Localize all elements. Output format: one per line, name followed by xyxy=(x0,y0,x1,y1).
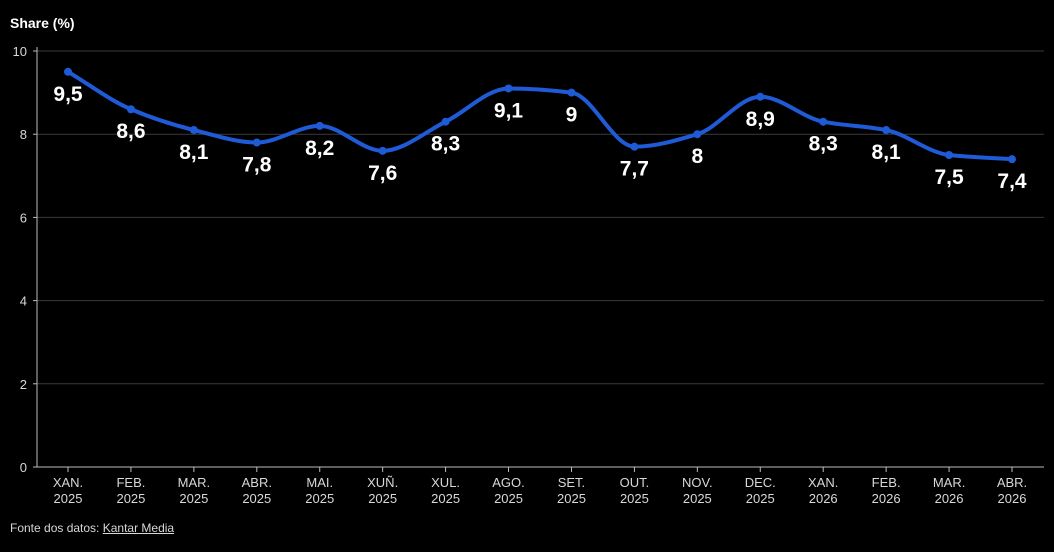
data-point xyxy=(315,121,324,130)
data-label: 8,2 xyxy=(305,137,334,160)
data-point xyxy=(567,88,576,97)
data-label: 8,3 xyxy=(431,133,460,156)
y-tick-label: 10 xyxy=(13,44,27,59)
x-tick-label: MAI. 2025 xyxy=(305,475,334,506)
data-label: 8 xyxy=(691,145,703,168)
data-point xyxy=(882,126,891,135)
x-tick-label: SET. 2025 xyxy=(557,475,586,506)
y-tick-label: 0 xyxy=(20,460,27,475)
series-line xyxy=(66,69,1014,162)
y-tick-label: 6 xyxy=(20,210,27,225)
data-label: 8,6 xyxy=(116,120,145,143)
source-link[interactable]: Kantar Media xyxy=(102,521,175,535)
x-tick-label: ABR. 2026 xyxy=(997,475,1027,506)
data-label: 7,4 xyxy=(997,170,1027,193)
data-label: 7,5 xyxy=(934,166,964,189)
data-point xyxy=(378,146,387,155)
x-tick-label: FEB. 2025 xyxy=(116,475,145,506)
data-point xyxy=(630,142,639,151)
x-tick-label: XUL. 2025 xyxy=(431,475,460,506)
y-tick-label: 8 xyxy=(20,127,27,142)
x-tick-label: DEC. 2025 xyxy=(745,475,776,506)
data-point xyxy=(441,117,450,126)
data-point xyxy=(189,126,198,135)
data-label: 9 xyxy=(566,104,578,127)
series-share xyxy=(64,67,1016,164)
source-prefix: Fonte dos datos: xyxy=(10,521,100,535)
data-point xyxy=(1008,155,1016,164)
x-tick-label: OUT. 2025 xyxy=(620,475,650,506)
data-label: 8,1 xyxy=(872,141,902,164)
x-tick-label: XAN. 2026 xyxy=(808,475,838,506)
data-point xyxy=(252,138,261,147)
data-point xyxy=(504,84,513,93)
x-tick-label: MAR. 2026 xyxy=(933,475,966,506)
grid-lines xyxy=(37,50,1044,385)
x-tick-label: XAN. 2025 xyxy=(53,475,83,506)
x-tick-label: AGO. 2025 xyxy=(492,475,525,506)
x-tick-label: MAR. 2025 xyxy=(178,475,211,506)
data-point xyxy=(945,151,954,159)
data-label: 8,3 xyxy=(809,133,838,156)
y-axis-ticks: 0 2 4 6 8 10 xyxy=(13,44,37,475)
data-point xyxy=(64,67,72,76)
data-labels: 9,5 8,6 8,1 7,8 8,2 7,6 8,3 9,1 9 7,7 8 8,9 8,3 8,1 7,… xyxy=(53,83,1027,193)
data-label: 7,7 xyxy=(620,158,649,181)
data-label: 8,9 xyxy=(746,108,775,131)
data-label: 8,1 xyxy=(179,141,209,164)
data-label: 7,8 xyxy=(242,154,272,177)
data-point xyxy=(126,105,135,114)
x-tick-label: XUÑ. 2025 xyxy=(367,475,398,506)
y-axis-title: Share (%) xyxy=(10,15,75,31)
source-note: Fonte dos datos: Kantar Media xyxy=(10,521,174,535)
data-point xyxy=(819,117,828,126)
data-label: 7,6 xyxy=(368,162,397,185)
y-tick-label: 4 xyxy=(20,294,27,309)
data-label: 9,1 xyxy=(494,99,524,122)
data-point xyxy=(693,130,702,139)
x-tick-label: ABR. 2025 xyxy=(242,475,272,506)
y-tick-label: 2 xyxy=(20,377,27,392)
x-tick-label: FEB. 2026 xyxy=(872,475,901,506)
x-tick-label: NOV. 2025 xyxy=(682,475,713,506)
x-axis-ticks: XAN. 2025 FEB. 2025 MAR. 2025 ABR. 2025 MAI. 2025… xyxy=(53,467,1027,506)
data-point xyxy=(756,92,765,101)
data-label: 9,5 xyxy=(53,83,83,106)
